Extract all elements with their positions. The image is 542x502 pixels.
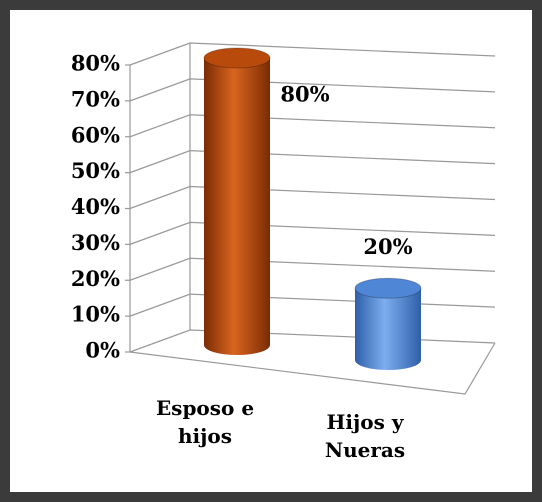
y-tick-label: 50% [71,158,120,183]
value-label: 20% [363,234,412,259]
grid-line [129,114,496,138]
floor [129,342,496,395]
grid-line [129,42,496,66]
y-tick-label: 70% [71,86,120,111]
grid-line [129,257,496,281]
x-tick-label: Hijos y Nueras [324,410,406,462]
y-tick-label: 0% [85,338,120,363]
y-tick-label: 10% [71,302,120,327]
grid-line [129,329,496,353]
grid-line [129,185,496,210]
x-tick-label: Esposo e hijos [155,396,255,448]
y-tick-label: 60% [71,122,120,147]
y-tick-label: 40% [71,194,120,219]
grid-line [129,221,496,245]
y-tick-label: 20% [71,266,120,291]
grid-line [129,150,496,174]
value-label: 80% [280,82,329,107]
grid-line [129,293,496,317]
y-tick-label: 30% [71,230,120,255]
bar [354,277,422,370]
y-tick-label: 80% [71,51,120,76]
bar [203,47,271,355]
